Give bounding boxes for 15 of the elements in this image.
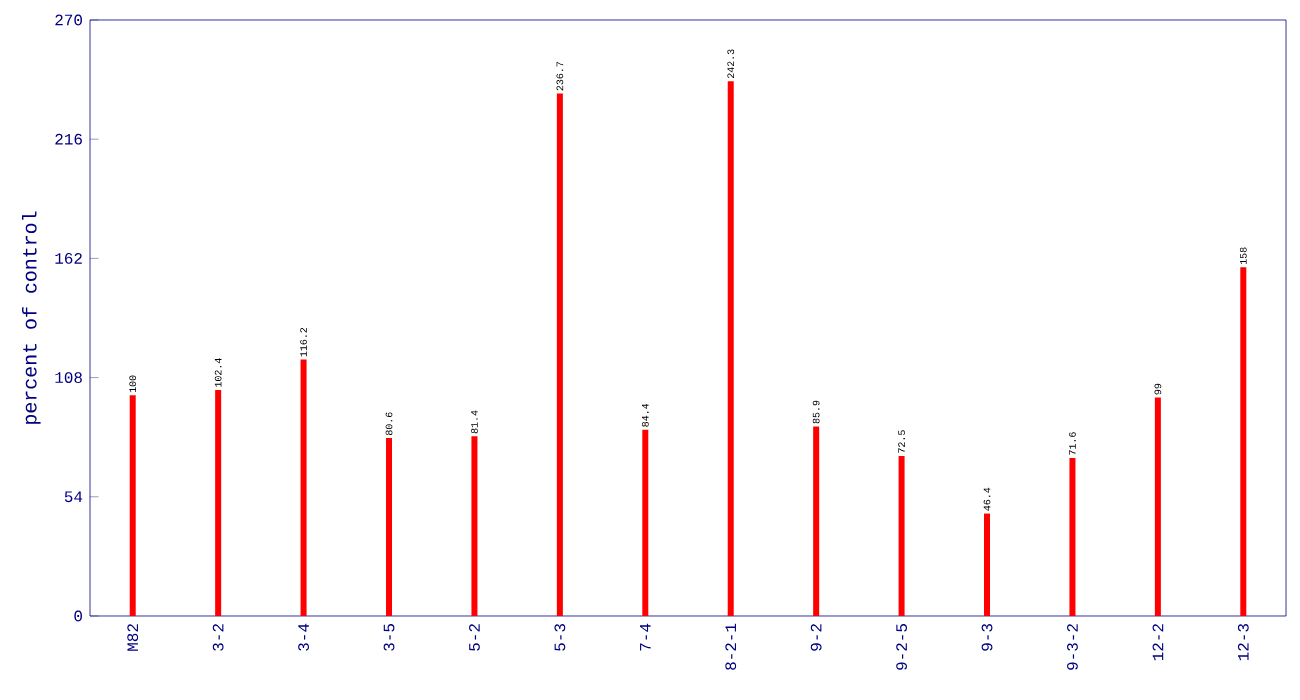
bar <box>129 395 136 616</box>
bar <box>898 455 905 616</box>
bar <box>300 359 307 616</box>
bar <box>813 426 820 616</box>
bar <box>556 93 563 616</box>
bar <box>727 81 734 616</box>
y-axis-title: percent of control <box>22 211 41 424</box>
bar <box>642 429 649 616</box>
bar <box>471 436 478 616</box>
bar <box>1240 267 1247 616</box>
bar <box>215 389 222 616</box>
bar <box>386 438 393 616</box>
bar <box>984 513 991 616</box>
bar <box>1154 397 1161 616</box>
bar <box>1069 457 1076 616</box>
